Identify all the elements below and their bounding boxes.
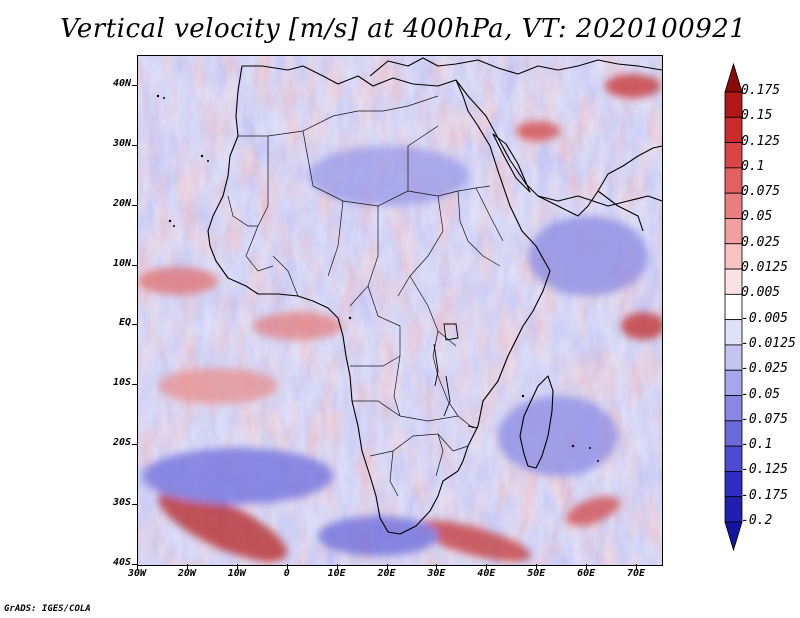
lon-tick <box>486 564 488 569</box>
colorbar-box <box>724 192 743 219</box>
colorbar-label: 0.15 <box>741 108 773 124</box>
vertical-velocity-field <box>138 56 662 565</box>
colorbar-label: -0.2 <box>741 513 773 528</box>
lon-tick-label: 10W <box>227 568 246 579</box>
colorbar-box <box>724 496 743 523</box>
lon-tick-label: 20W <box>177 568 196 579</box>
lon-tick-label: 60E <box>577 568 596 579</box>
lon-tick-label: 10E <box>327 568 346 579</box>
lat-tick <box>132 324 137 326</box>
colorbar-box <box>724 243 743 270</box>
lon-tick-label: 70E <box>627 568 646 579</box>
colorbar-label: 0.005 <box>741 285 781 301</box>
colorbar-box <box>724 116 743 143</box>
colorbar-box <box>724 91 743 118</box>
lon-tick <box>236 564 238 569</box>
colorbar-label: -0.0125 <box>741 335 796 351</box>
colorbar-label: 0.075 <box>741 184 781 200</box>
colorbar-label: 0.125 <box>741 133 781 149</box>
lon-tick <box>137 564 138 569</box>
lat-tick-label: 20N <box>112 197 131 209</box>
lat-tick-label: 10N <box>112 257 131 269</box>
colorbar-box <box>724 471 743 498</box>
islands <box>156 94 599 462</box>
colorbar-box <box>724 293 743 321</box>
colorbar-bottom-cap <box>724 521 743 552</box>
colorbar-box <box>724 369 743 396</box>
colorbar-label: -0.025 <box>741 361 788 377</box>
lat-tick <box>132 444 137 446</box>
lat-tick <box>132 564 137 565</box>
lon-tick-label: 30W <box>127 568 147 579</box>
colorbar-box <box>724 167 743 194</box>
lon-tick <box>536 564 538 569</box>
lat-tick <box>132 204 137 206</box>
lon-tick <box>636 564 638 569</box>
colorbar-label: -0.125 <box>741 462 788 478</box>
colorbar-box <box>724 344 743 371</box>
lat-tick-label: 10S <box>112 377 131 389</box>
colorbar-label: 0.0125 <box>741 260 788 276</box>
country-borders <box>227 95 504 497</box>
lat-tick-label: 40S <box>112 557 131 568</box>
lon-tick <box>586 564 588 569</box>
lon-tick-label: 20E <box>377 568 396 579</box>
lat-tick-label: 20S <box>112 437 131 449</box>
lon-tick-label: 50E <box>527 568 546 579</box>
colorbar-label: -0.1 <box>741 437 773 453</box>
colorbar-label: 0.175 <box>741 83 781 98</box>
colorbar-box <box>724 445 743 472</box>
lat-tick-label: EQ <box>118 317 131 329</box>
lon-tick <box>386 564 388 569</box>
colorbar-top-cap <box>724 62 743 93</box>
colorbar-label: 0.025 <box>741 234 781 250</box>
lon-tick <box>436 564 438 569</box>
colorbar-box <box>724 319 743 346</box>
lakes <box>433 323 479 429</box>
credit-label: GrADS: IGES/COLA <box>4 604 91 614</box>
colorbar-box <box>724 218 743 245</box>
lon-tick-label: 40E <box>477 568 496 579</box>
lat-tick <box>132 264 137 266</box>
lon-tick <box>336 564 338 569</box>
lon-tick <box>286 564 288 569</box>
colorbar-box <box>724 268 743 295</box>
lat-tick-label: 30N <box>112 137 131 149</box>
lat-tick <box>132 144 137 146</box>
lat-tick-label: 40N <box>112 77 131 89</box>
map-title: Vertical velocity [m/s] at 400hPa, VT: 2… <box>60 14 747 44</box>
colorbar-label: -0.075 <box>741 411 788 427</box>
colorbar <box>724 62 743 552</box>
coastlines <box>207 57 662 535</box>
map-panel <box>137 55 663 566</box>
lat-tick-label: 30S <box>112 497 131 509</box>
lon-tick <box>186 564 188 569</box>
lon-tick-label: 0 <box>283 568 290 579</box>
colorbar-box <box>724 142 743 169</box>
colorbar-box <box>724 420 743 447</box>
lon-tick-label: 30E <box>427 568 446 579</box>
colorbar-label: -0.175 <box>741 487 788 503</box>
colorbar-label: -0.005 <box>741 310 788 326</box>
lat-tick <box>132 504 137 506</box>
lat-tick <box>132 384 137 386</box>
lat-tick <box>132 84 137 86</box>
colorbar-label: -0.05 <box>741 386 781 402</box>
colorbar-box <box>724 395 743 422</box>
colorbar-label: 0.1 <box>741 158 765 174</box>
colorbar-label: 0.05 <box>741 209 773 225</box>
